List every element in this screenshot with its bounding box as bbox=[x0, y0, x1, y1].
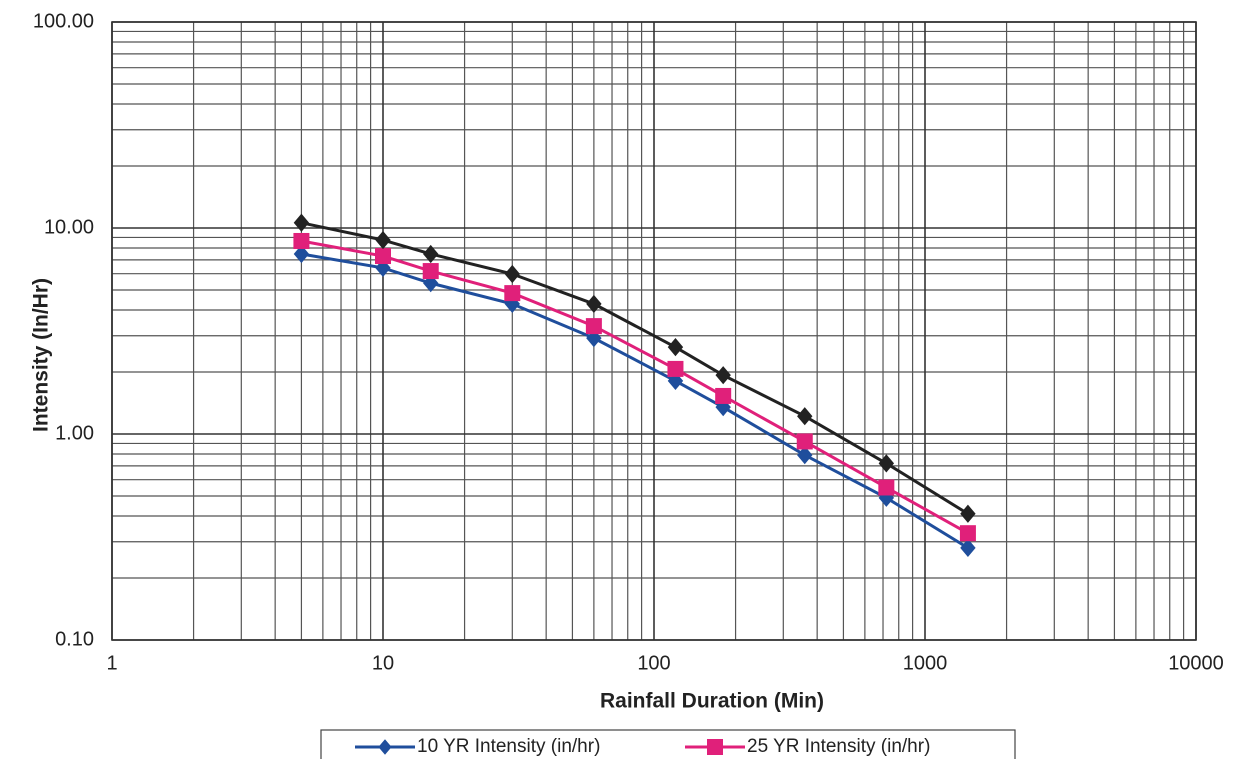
marker bbox=[960, 538, 976, 557]
y-tick-label: 0.10 bbox=[55, 628, 94, 650]
x-tick-label: 1000 bbox=[903, 652, 948, 674]
x-tick-label: 1 bbox=[106, 652, 117, 674]
series-line bbox=[301, 239, 969, 535]
marker bbox=[796, 433, 813, 450]
y-tick-label: 1.00 bbox=[55, 422, 94, 444]
marker bbox=[375, 248, 391, 265]
marker bbox=[715, 387, 732, 404]
marker bbox=[960, 504, 976, 523]
legend-label: 10 YR Intensity (in/hr) bbox=[417, 736, 600, 757]
x-tick-label: 10 bbox=[372, 652, 394, 674]
legend-marker bbox=[707, 739, 723, 755]
marker bbox=[878, 488, 895, 507]
marker bbox=[293, 213, 310, 232]
marker bbox=[585, 318, 602, 335]
plot-frame bbox=[111, 21, 1197, 641]
series-line bbox=[301, 221, 969, 516]
marker bbox=[375, 230, 391, 250]
legend-label: 25 YR Intensity (in/hr) bbox=[747, 736, 930, 757]
y-tick-label: 10.00 bbox=[44, 216, 94, 238]
x-axis-title: Rainfall Duration (Min) bbox=[600, 690, 824, 713]
legend-box bbox=[320, 729, 1016, 759]
marker bbox=[878, 479, 895, 496]
marker bbox=[293, 244, 310, 264]
marker bbox=[423, 244, 439, 264]
marker bbox=[293, 232, 310, 249]
legend-marker bbox=[378, 739, 392, 755]
marker bbox=[797, 445, 813, 465]
marker bbox=[504, 294, 520, 314]
series-line bbox=[301, 252, 969, 550]
x-tick-label: 10000 bbox=[1168, 652, 1224, 674]
marker bbox=[422, 263, 439, 280]
marker bbox=[504, 264, 520, 284]
marker bbox=[797, 407, 813, 426]
y-tick-label: 100.00 bbox=[33, 10, 94, 32]
marker bbox=[959, 525, 976, 542]
marker bbox=[586, 294, 602, 314]
marker bbox=[878, 454, 895, 473]
y-axis-title: Intensity (In/Hr) bbox=[30, 278, 53, 432]
x-tick-label: 100 bbox=[637, 652, 670, 674]
marker bbox=[586, 329, 602, 348]
marker bbox=[667, 360, 684, 377]
marker bbox=[667, 338, 684, 357]
marker bbox=[504, 285, 521, 302]
marker bbox=[715, 366, 731, 385]
legend: 10 YR Intensity (in/hr) 25 YR Intensity (… bbox=[320, 729, 1016, 759]
